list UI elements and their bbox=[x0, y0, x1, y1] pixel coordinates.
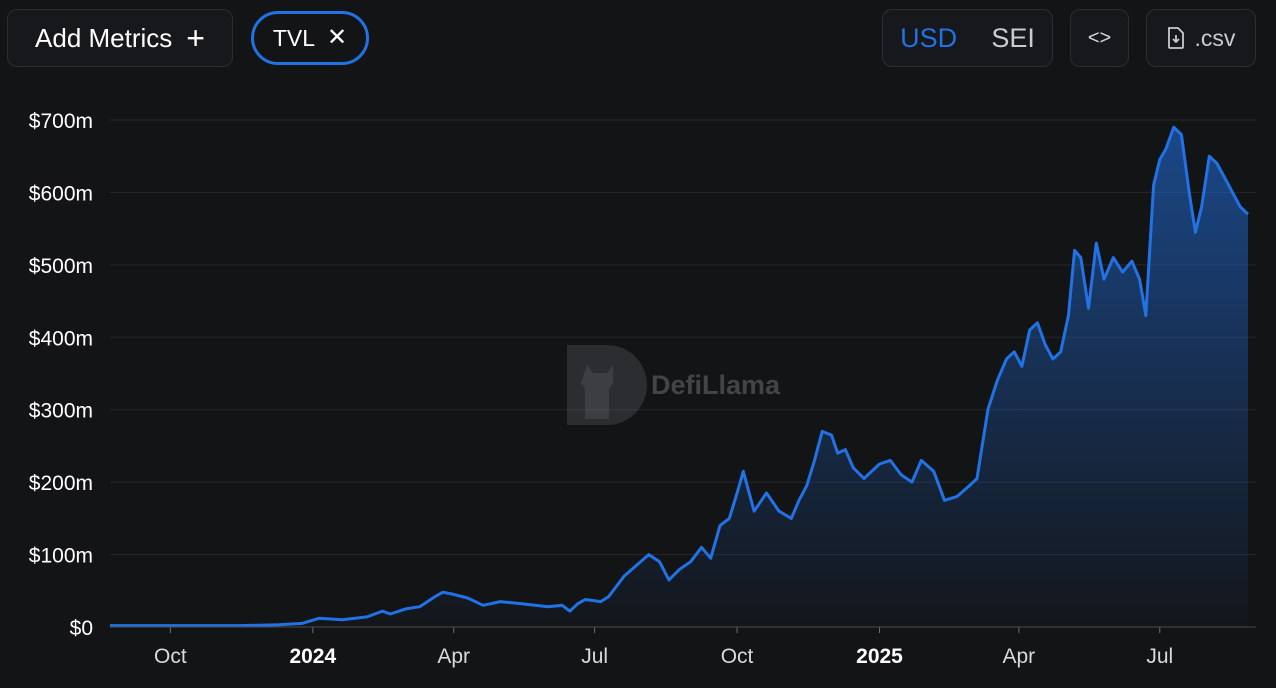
close-icon[interactable]: ✕ bbox=[327, 24, 348, 51]
file-download-icon bbox=[1167, 27, 1184, 49]
defillama-watermark: DefiLlama bbox=[567, 345, 781, 425]
csv-download-button[interactable]: .csv bbox=[1146, 9, 1256, 67]
y-tick-label: $700m bbox=[29, 110, 93, 133]
x-tick-label: Jul bbox=[1146, 645, 1173, 668]
x-tick-label: 2025 bbox=[856, 645, 903, 668]
x-tick-label: Apr bbox=[437, 645, 470, 668]
y-tick-label: $200m bbox=[29, 472, 93, 495]
csv-label: .csv bbox=[1194, 24, 1236, 51]
x-tick-label: 2024 bbox=[289, 645, 336, 668]
y-tick-label: $100m bbox=[29, 545, 93, 568]
x-tick-label: Oct bbox=[154, 645, 187, 668]
x-tick-label: Jul bbox=[581, 645, 608, 668]
y-tick-label: $500m bbox=[29, 255, 93, 278]
y-tick-label: $400m bbox=[29, 327, 93, 350]
metric-chip-label: TVL bbox=[272, 24, 316, 51]
tvl-series-line bbox=[110, 125, 1250, 628]
add-metrics-label: Add Metrics bbox=[35, 22, 173, 53]
plus-icon: + bbox=[186, 20, 205, 56]
watermark-text: DefiLlama bbox=[651, 370, 781, 400]
usd-toggle-button[interactable]: USD bbox=[900, 22, 958, 53]
add-metrics-button[interactable]: Add Metrics + bbox=[7, 9, 233, 67]
embed-button[interactable]: <> bbox=[1070, 9, 1129, 67]
y-tick-label: $600m bbox=[29, 182, 93, 205]
code-icon: <> bbox=[1087, 26, 1112, 49]
tvl-area-fill bbox=[110, 127, 1248, 627]
x-tick-label: Oct bbox=[721, 645, 754, 668]
y-tick-label: $300m bbox=[29, 400, 93, 423]
y-tick-label: $0 bbox=[70, 617, 93, 640]
tvl-metric-chip[interactable]: TVL ✕ bbox=[251, 11, 369, 65]
x-tick-label: Apr bbox=[1003, 645, 1036, 668]
denomination-toggle: USD SEI bbox=[882, 9, 1053, 67]
sei-toggle-button[interactable]: SEI bbox=[991, 22, 1035, 53]
